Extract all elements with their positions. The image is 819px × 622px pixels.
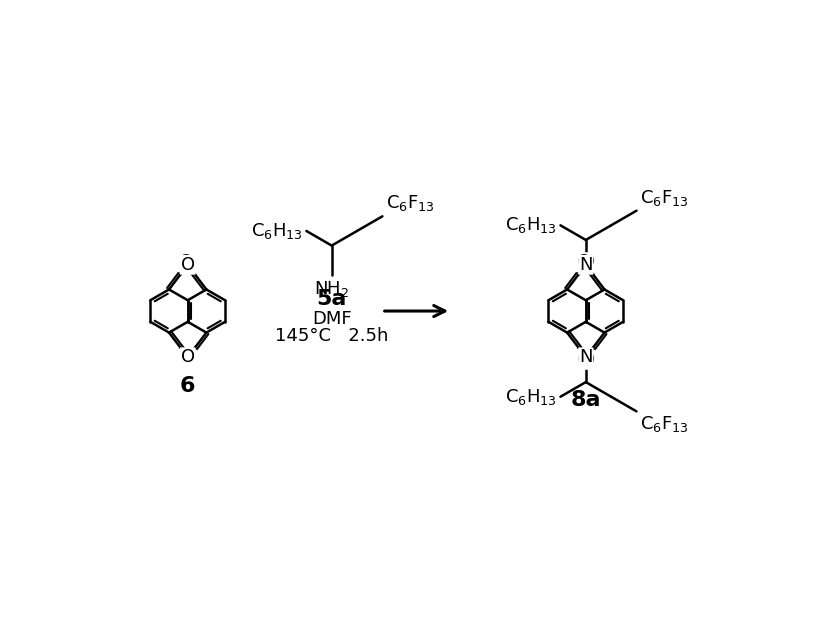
Text: O: O — [580, 351, 594, 369]
Text: 6: 6 — [179, 376, 195, 396]
Text: NH$_2$: NH$_2$ — [314, 279, 349, 299]
Text: O: O — [179, 253, 192, 271]
Text: 145°C   2.5h: 145°C 2.5h — [274, 327, 388, 345]
Text: C$_6$F$_{13}$: C$_6$F$_{13}$ — [386, 193, 434, 213]
Text: O: O — [180, 348, 195, 366]
Text: O: O — [183, 351, 197, 369]
Text: DMF: DMF — [311, 310, 351, 328]
Text: C$_6$F$_{13}$: C$_6$F$_{13}$ — [640, 188, 688, 208]
Text: C$_6$H$_{13}$: C$_6$H$_{13}$ — [504, 215, 556, 235]
Text: O: O — [179, 351, 192, 369]
Text: N: N — [578, 256, 592, 274]
Text: N: N — [578, 348, 592, 366]
Text: O: O — [580, 253, 594, 271]
Text: O: O — [577, 351, 590, 369]
Text: 5a: 5a — [316, 289, 346, 310]
Text: C$_6$F$_{13}$: C$_6$F$_{13}$ — [640, 414, 688, 434]
Text: O: O — [183, 253, 197, 271]
Text: C$_6$H$_{13}$: C$_6$H$_{13}$ — [251, 221, 302, 241]
Text: O: O — [577, 253, 590, 271]
Text: 8a: 8a — [570, 389, 600, 409]
Text: C$_6$H$_{13}$: C$_6$H$_{13}$ — [504, 387, 556, 407]
Text: O: O — [180, 256, 195, 274]
